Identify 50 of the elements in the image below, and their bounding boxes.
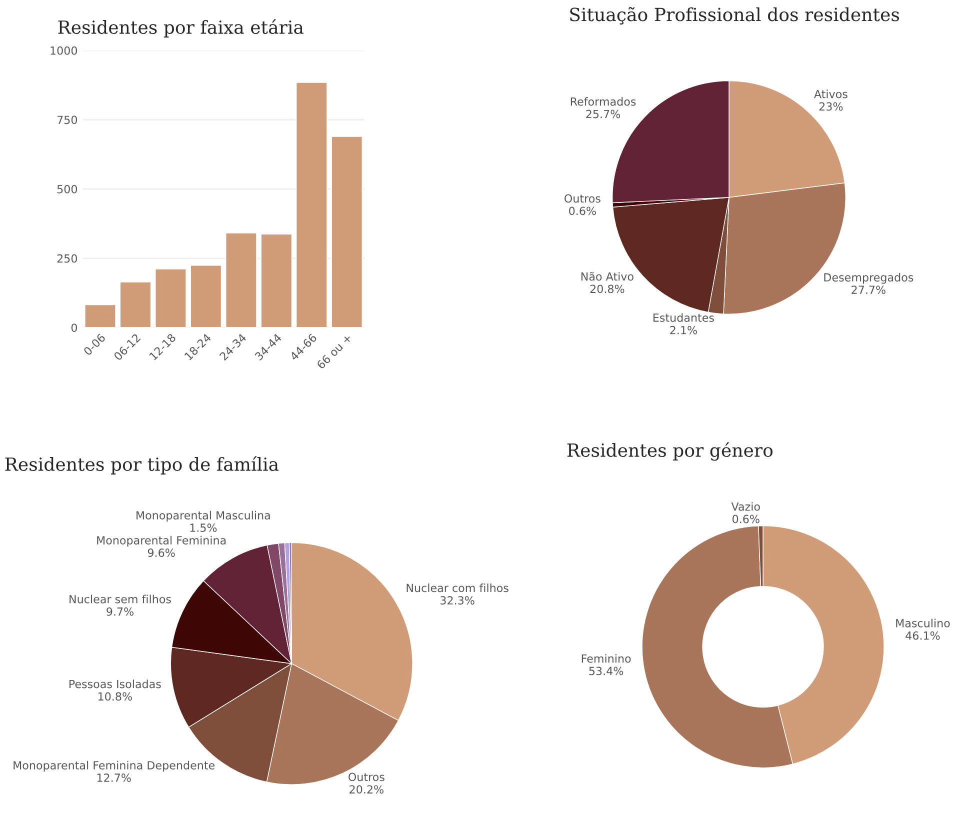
y-tick-label: 1000 [50, 46, 78, 55]
x-tick-label: 66 ou + [316, 333, 352, 370]
data-label: 10.8% [98, 692, 132, 701]
data-label: 12.7% [97, 774, 131, 782]
data-label: 32.3% [440, 596, 474, 605]
slice-label: Ativos [814, 90, 848, 98]
slice-label: Estudantes [654, 313, 714, 322]
data-label: 1.5% [190, 524, 217, 532]
data-label: 0.6% [569, 206, 596, 216]
chart-title: Residentes por género [567, 442, 773, 461]
slice-label: Reformados [570, 97, 636, 106]
chart-title: Residentes por tipo de família [5, 456, 279, 474]
data-label: 20.8% [590, 284, 624, 294]
slice-label: Não Ativo [581, 272, 634, 281]
data-label: 27.7% [852, 286, 886, 294]
bar [330, 136, 363, 328]
data-label: 23% [819, 102, 843, 111]
slice-label: Vazio [731, 502, 760, 511]
y-tick-label: 0 [71, 324, 78, 332]
y-tick-label: 750 [57, 116, 78, 124]
bar [225, 232, 258, 328]
y-tick-label: 250 [57, 254, 78, 263]
data-label: 46.1% [906, 631, 940, 640]
bar [296, 82, 328, 328]
slice-label: Outros [564, 194, 600, 203]
slice-label: Nuclear com filhos [406, 584, 508, 592]
slice-label: Masculino [896, 618, 950, 628]
bar [84, 304, 116, 328]
slice-label: Pessoas Isoladas [69, 680, 161, 688]
bar [260, 233, 292, 328]
slice-label: Monoparental Feminina Dependente [14, 760, 215, 772]
slice-label: Desempregados [824, 272, 914, 284]
data-label: 25.7% [586, 110, 620, 118]
slice-label: Feminino [582, 654, 631, 663]
data-label: 20.2% [350, 785, 384, 794]
slice-label: Monoparental Feminina [97, 536, 226, 547]
data-label: 9.6% [148, 548, 175, 557]
data-label: 2.1% [670, 326, 697, 334]
data-label: 0.6% [732, 514, 760, 524]
bar [190, 264, 222, 328]
data-label: 53.4% [589, 666, 624, 676]
y-tick-label: 500 [57, 184, 78, 194]
data-label: 9.7% [106, 607, 134, 616]
bar [154, 268, 187, 328]
chart-title: Situação Profissional dos residentes [570, 7, 900, 25]
slice-label: Outros [348, 772, 384, 782]
slice-label: Monoparental Masculina [136, 510, 270, 522]
bar [119, 281, 152, 328]
chart-title: Residentes por faixa etária [58, 19, 304, 38]
slice-label: Nuclear sem filhos [70, 594, 171, 604]
